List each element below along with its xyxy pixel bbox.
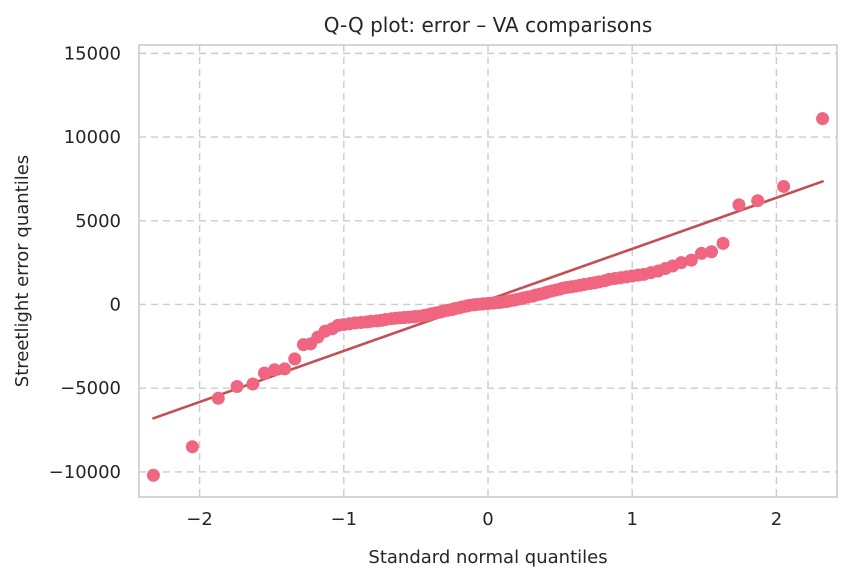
y-tick-label: 15000 <box>64 43 121 64</box>
y-axis-label: Streetlight error quantiles <box>12 155 33 387</box>
data-point <box>674 256 688 270</box>
x-tick-label: 1 <box>626 509 637 530</box>
y-tick-label: −10000 <box>49 462 121 483</box>
data-points <box>146 112 830 482</box>
data-point <box>230 380 244 394</box>
x-axis-label: Standard normal quantiles <box>368 547 607 568</box>
y-tick-label: 0 <box>110 294 121 315</box>
y-tick-label: 10000 <box>64 127 121 148</box>
data-point <box>268 363 282 377</box>
data-point <box>694 246 708 260</box>
data-point <box>816 112 830 126</box>
chart-title: Q-Q plot: error – VA comparisons <box>324 13 653 37</box>
x-tick-labels: −2 −1 0 1 2 <box>186 509 782 530</box>
data-point <box>705 245 719 259</box>
data-point <box>732 198 746 212</box>
data-point <box>246 377 260 391</box>
y-tick-label: −5000 <box>60 378 121 399</box>
data-point <box>777 179 791 193</box>
data-point <box>684 253 698 267</box>
x-tick-label: 2 <box>771 509 782 530</box>
y-tick-label: 5000 <box>75 211 121 232</box>
data-point <box>185 440 199 454</box>
grid-lines <box>139 45 837 497</box>
y-tick-labels: −10000 −5000 0 5000 10000 15000 <box>49 43 121 483</box>
data-point <box>278 362 292 376</box>
x-tick-label: −2 <box>186 509 213 530</box>
data-point <box>288 352 302 366</box>
plot-frame <box>138 44 838 498</box>
data-point <box>211 391 225 405</box>
x-tick-label: 0 <box>482 509 493 530</box>
data-point <box>751 194 765 208</box>
data-point <box>716 236 730 250</box>
x-tick-label: −1 <box>331 509 358 530</box>
data-point <box>146 468 160 482</box>
data-point <box>257 366 271 380</box>
